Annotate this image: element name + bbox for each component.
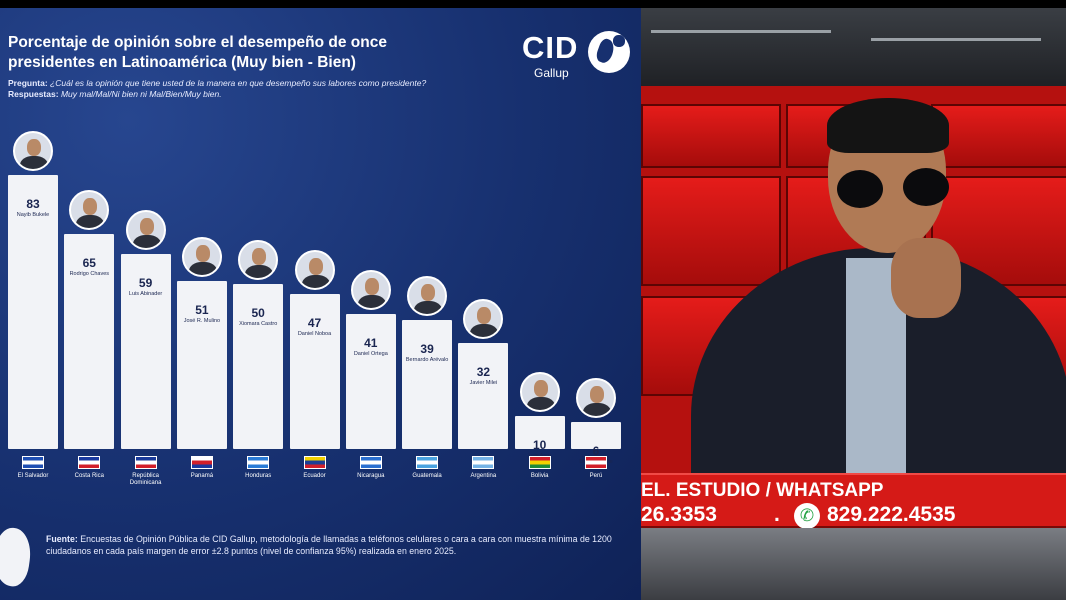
- president-photo: [576, 378, 616, 418]
- bar: [233, 283, 284, 449]
- source-note: Fuente: Encuestas de Opinión Pública de …: [46, 534, 612, 556]
- data-label: 39: [420, 342, 434, 357]
- president-photo: [13, 131, 53, 171]
- country-flag-icon: [78, 456, 101, 469]
- country-flag-icon: [247, 456, 270, 469]
- country-flag-icon: [303, 456, 326, 469]
- studio-desk: [641, 528, 1066, 600]
- country-flag-icon: [22, 456, 44, 469]
- president-photo: [350, 269, 391, 310]
- bar: [458, 343, 509, 449]
- sunglasses-left-icon: [837, 170, 883, 208]
- country-label: Panamá: [190, 473, 214, 479]
- data-label: 10: [533, 437, 547, 452]
- bar: [345, 313, 396, 449]
- presenter-hair: [827, 98, 949, 153]
- data-label: 41: [364, 335, 378, 350]
- country-flag-icon: [134, 456, 157, 469]
- country-flag-icon: [359, 456, 382, 469]
- president-name: Luis Arce: [515, 453, 565, 460]
- president-name: Bernardo Arévalo: [405, 357, 449, 364]
- president-name: Rodrigo Chaves: [69, 271, 110, 278]
- data-label: 6: [592, 444, 600, 458]
- top-letterbox: [0, 0, 1066, 8]
- country-label: Costa Rica: [74, 473, 104, 479]
- country-flag-icon: [528, 456, 551, 469]
- country-flag-icon: [416, 456, 439, 469]
- survey-question: Pregunta: ¿Cuál es la opinión que tiene …: [8, 78, 427, 99]
- president-photo: [294, 249, 335, 290]
- data-label: 83: [26, 197, 40, 211]
- banner-heading: EL. ESTUDIO / WHATSAPP: [641, 480, 884, 501]
- president-photo: [238, 239, 279, 280]
- president-photo: [519, 371, 560, 412]
- country-label: República Dominicana: [129, 473, 162, 486]
- bar: [120, 254, 171, 449]
- country-flag-icon: [472, 456, 495, 469]
- presenter-hand: [891, 238, 961, 318]
- phone-number-whatsapp: 829.222.4535: [827, 503, 956, 526]
- president-name: Daniel Ortega: [353, 350, 388, 357]
- bar: [64, 234, 115, 449]
- president-name: Javier Milei: [469, 380, 498, 387]
- president-name: Nayib Bukele: [16, 212, 50, 218]
- country-flag-icon: [190, 456, 213, 469]
- bar: [176, 280, 227, 449]
- country-label: Honduras: [245, 473, 272, 479]
- president-photo: [407, 276, 448, 317]
- studio-ceiling: [641, 8, 1066, 86]
- bar: [514, 415, 565, 449]
- bar: [289, 293, 340, 449]
- whatsapp-icon: ✆: [794, 503, 820, 529]
- president-name: José R. Mulino: [183, 317, 221, 324]
- data-label: 65: [82, 256, 96, 271]
- data-label: 59: [138, 276, 153, 291]
- bar: [571, 422, 621, 449]
- country-label: Nicaragua: [357, 473, 385, 479]
- sunglasses-right-icon: [903, 168, 949, 206]
- chart-panel: Porcentaje de opinión sobre el desempeño…: [0, 0, 641, 600]
- country-flag-icon: [585, 456, 607, 469]
- bar: [402, 320, 453, 449]
- country-label: Perú: [589, 473, 603, 479]
- country-label: Bolivia: [530, 473, 549, 479]
- president-name: Daniel Noboa: [297, 330, 332, 337]
- bar-chart: 83 Nayib Bukele El Salvador 65 Rodrigo Chave…: [8, 131, 621, 486]
- data-label: 32: [476, 365, 491, 380]
- globe-icon: [588, 31, 630, 73]
- bar: [8, 175, 58, 449]
- president-photo: [181, 236, 222, 277]
- president-photo: [463, 299, 504, 340]
- president-name: Xiomara Castro: [239, 320, 278, 327]
- country-label: El Salvador: [17, 473, 49, 479]
- data-label: 51: [195, 302, 209, 317]
- president-photo: [125, 210, 166, 251]
- country-label: Argentina: [470, 473, 497, 479]
- phone-number-left: 26.3353: [641, 503, 717, 526]
- data-label: 47: [307, 315, 322, 330]
- contact-banner: EL. ESTUDIO / WHATSAPP 26.3353 . ✆ 829.2…: [641, 473, 1066, 529]
- chart-title: Porcentaje de opinión sobre el desempeño…: [8, 34, 387, 71]
- data-label: 50: [251, 305, 265, 320]
- president-photo: [69, 190, 110, 231]
- president-name: Luis Abinader: [128, 291, 163, 298]
- country-label: Guatemala: [412, 473, 442, 479]
- studio-video: EL. ESTUDIO / WHATSAPP 26.3353 . ✆ 829.2…: [641, 8, 1066, 600]
- country-label: Ecuador: [303, 473, 326, 479]
